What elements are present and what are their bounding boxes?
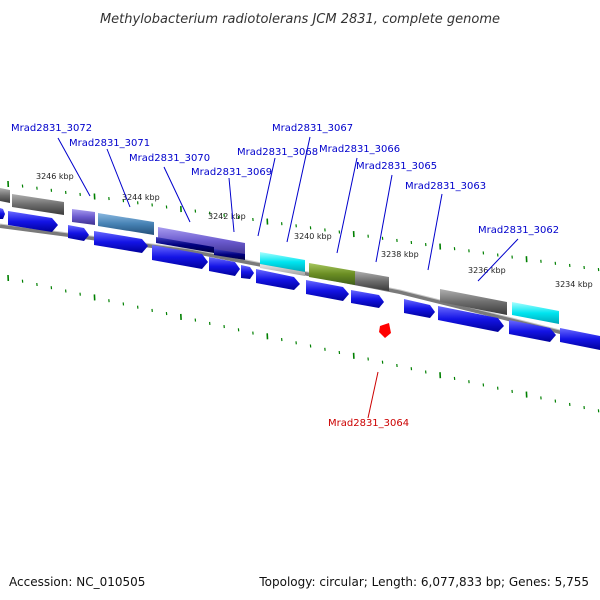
cds-arrow-2[interactable] [8, 211, 58, 232]
cds-arrow-14[interactable] [560, 328, 600, 350]
cds-arrow-8[interactable] [256, 269, 300, 290]
cds-arrow-6[interactable] [209, 257, 240, 276]
feature-olive-3066[interactable] [309, 263, 355, 285]
leader-3063 [427, 193, 443, 271]
leader-3067 [286, 136, 311, 243]
leader-3072 [57, 137, 91, 197]
gene-label-3063[interactable]: Mrad2831_3063 [405, 181, 486, 192]
cds-arrow-5[interactable] [152, 245, 208, 269]
scale-label-3246: 3246 kbp [36, 172, 74, 181]
leader-3071 [106, 148, 131, 208]
cds-arrow-3[interactable] [68, 225, 89, 241]
feature-slate-3072[interactable] [72, 209, 95, 225]
cds-arrow-7[interactable] [241, 265, 254, 279]
feature-cyan-3062[interactable] [512, 302, 559, 324]
cds-track [0, 208, 600, 350]
topology-summary: Topology: circular; Length: 6,077,833 bp… [258, 575, 589, 589]
scale-label-3240: 3240 kbp [294, 232, 332, 241]
feature-cyan-3067[interactable] [260, 252, 305, 272]
feature-gray-3072[interactable] [12, 194, 64, 215]
leader-3068 [257, 157, 276, 237]
cds-arrow-4[interactable] [94, 231, 148, 253]
gene-label-3067[interactable]: Mrad2831_3067 [272, 123, 353, 134]
feature-lightgray-3067[interactable] [260, 264, 305, 276]
scale-label-3236: 3236 kbp [468, 266, 506, 275]
leader-3066 [336, 157, 358, 254]
gene-labels: Mrad2831_3072 Mrad2831_3071 Mrad2831_307… [11, 123, 559, 429]
cds-arrow-3064-highlight[interactable] [379, 323, 391, 338]
leader-3065 [375, 174, 393, 263]
leader-3064 [367, 371, 379, 419]
leader-lines [57, 136, 519, 419]
scale-label-3242: 3242 kbp [208, 212, 246, 221]
feature-track-outer [0, 188, 559, 324]
leader-3069 [228, 177, 235, 233]
cds-arrow-1[interactable] [0, 208, 5, 219]
feature-gray-3062[interactable] [440, 289, 507, 315]
map-title: Methylobacterium radiotolerans JCM 2831,… [100, 12, 500, 27]
gene-label-3066[interactable]: Mrad2831_3066 [319, 144, 400, 155]
cds-arrow-11[interactable] [404, 299, 435, 318]
gene-label-3065[interactable]: Mrad2831_3065 [356, 161, 437, 172]
feature-slate-3070[interactable] [158, 227, 245, 256]
cds-arrow-10[interactable] [351, 290, 384, 308]
gene-label-3062[interactable]: Mrad2831_3062 [478, 225, 559, 236]
ruler-labels: 3246 kbp 3244 kbp 3242 kbp 3240 kbp 3238… [36, 172, 593, 289]
scale-label-3244: 3244 kbp [122, 193, 160, 202]
scale-label-3238: 3238 kbp [381, 250, 419, 259]
cds-arrow-12[interactable] [438, 306, 504, 332]
gene-label-3069[interactable]: Mrad2831_3069 [191, 167, 272, 178]
cds-arrow-13[interactable] [509, 320, 556, 342]
leader-3070 [163, 166, 191, 223]
gene-label-3070[interactable]: Mrad2831_3070 [129, 153, 210, 164]
feature-navy-3069[interactable] [156, 237, 214, 253]
gene-label-3064[interactable]: Mrad2831_3064 [328, 418, 409, 429]
gene-label-3068[interactable]: Mrad2831_3068 [237, 147, 318, 158]
feature-gray-left-edge[interactable] [0, 188, 10, 203]
scale-label-3234: 3234 kbp [555, 280, 593, 289]
feature-navy-3068[interactable] [214, 249, 245, 260]
leader-3062 [477, 238, 519, 282]
gene-label-3071[interactable]: Mrad2831_3071 [69, 138, 150, 149]
ruler-ticks-bottom [7, 274, 600, 413]
feature-gray-3065[interactable] [355, 271, 389, 291]
ruler-ticks-top [7, 180, 600, 272]
feature-steelblue-3071[interactable] [98, 213, 154, 235]
accession-text: Accession: NC_010505 [9, 575, 145, 589]
cds-arrow-9[interactable] [306, 280, 349, 301]
gene-label-3072[interactable]: Mrad2831_3072 [11, 123, 92, 134]
